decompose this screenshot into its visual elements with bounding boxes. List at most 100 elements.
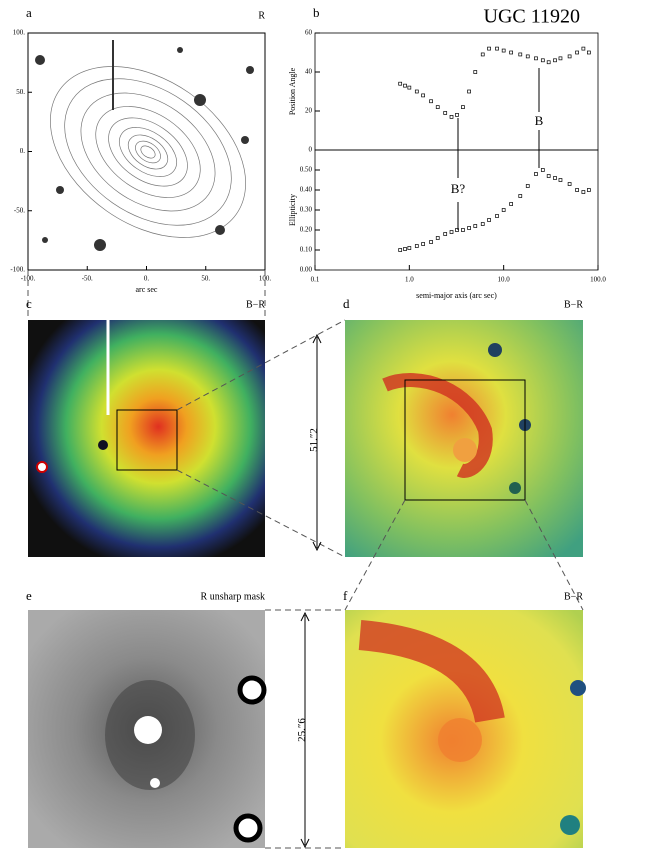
data-point xyxy=(509,50,513,55)
data-point xyxy=(407,85,412,90)
data-point xyxy=(449,230,454,234)
data-point xyxy=(487,46,491,51)
y-tick-label: -50. xyxy=(14,206,25,214)
data-point xyxy=(473,224,478,228)
x-tick-label: 0. xyxy=(144,275,150,283)
data-point xyxy=(546,174,551,178)
data-point xyxy=(540,168,545,172)
data-point xyxy=(546,60,551,65)
x-axis-label: arc sec xyxy=(136,285,158,294)
data-point xyxy=(501,48,506,53)
y-tick-label: 0 xyxy=(309,146,313,154)
plot-frame xyxy=(314,149,599,271)
data-point xyxy=(421,242,425,246)
data-point xyxy=(443,111,448,115)
data-point xyxy=(414,89,419,94)
data-point xyxy=(553,58,557,63)
data-point xyxy=(480,222,485,226)
color-map-d xyxy=(345,320,583,557)
scale-label: 51.″2 xyxy=(308,428,320,452)
connectors xyxy=(27,270,584,849)
x-tick-label: -50. xyxy=(82,275,93,283)
data-point xyxy=(587,50,591,55)
data-point xyxy=(429,99,433,104)
data-point xyxy=(518,52,523,57)
data-point xyxy=(449,114,454,119)
data-point xyxy=(567,54,572,59)
annotation: B? xyxy=(451,181,466,196)
data-point xyxy=(429,240,433,244)
data-point xyxy=(495,46,499,51)
data-point xyxy=(473,70,478,74)
x-tick-label: 10.0 xyxy=(498,276,511,284)
x-tick-label: 1.0 xyxy=(405,276,414,284)
x-tick-label: 100. xyxy=(259,275,272,283)
data-point xyxy=(467,226,471,230)
color-map-f xyxy=(345,610,586,848)
panel-letter: c xyxy=(26,296,32,311)
data-point xyxy=(480,52,485,57)
data-point xyxy=(495,214,499,218)
y-tick-label: 0.20 xyxy=(300,226,313,234)
data-point xyxy=(581,190,586,194)
data-point xyxy=(509,202,513,206)
annotation: B xyxy=(535,113,544,128)
y-tick-label: 0. xyxy=(20,147,26,155)
band-label: B−R xyxy=(564,299,583,310)
band-label: B−R xyxy=(246,299,265,310)
contour-image xyxy=(27,32,266,271)
y-tick-label: 0.50 xyxy=(300,166,313,174)
panel-letter: a xyxy=(26,5,32,20)
y-tick-label: 20 xyxy=(305,107,313,115)
data-point xyxy=(587,188,591,192)
scale-label: 25.″6 xyxy=(296,718,308,742)
panel-letter: d xyxy=(343,296,350,311)
y-axis-label: Ellipticity xyxy=(288,194,297,226)
data-point xyxy=(435,105,440,109)
y-tick-label: 0.00 xyxy=(300,266,313,274)
data-point xyxy=(518,194,523,198)
data-point xyxy=(435,236,440,240)
data-point xyxy=(461,105,465,109)
data-point xyxy=(575,50,579,55)
data-point xyxy=(403,83,407,88)
data-point xyxy=(398,248,403,252)
y-tick-label: 60 xyxy=(305,29,313,37)
figure-title: UGC 11920 xyxy=(484,6,580,28)
y-tick-label: 50. xyxy=(16,88,25,96)
y-tick-label: 0.40 xyxy=(300,186,313,194)
band-label: R unsharp mask xyxy=(201,591,265,602)
band-label: B−R xyxy=(564,591,583,602)
data-point xyxy=(455,113,459,117)
data-point xyxy=(581,46,586,51)
x-axis-label: semi-major axis (arc sec) xyxy=(416,291,497,300)
data-point xyxy=(575,188,579,192)
data-point xyxy=(414,244,419,248)
data-point xyxy=(467,89,471,94)
y-tick-label: 40 xyxy=(305,68,313,76)
y-tick-label: 100. xyxy=(13,29,26,37)
x-tick-label: 0.1 xyxy=(311,276,320,284)
data-point xyxy=(558,178,563,182)
panel-letter: f xyxy=(343,588,348,603)
data-point xyxy=(540,58,545,63)
data-point xyxy=(534,56,538,61)
data-point xyxy=(501,208,506,212)
data-point xyxy=(525,54,530,59)
plot-frame xyxy=(314,32,599,151)
data-point xyxy=(487,218,491,222)
data-point xyxy=(558,56,563,61)
data-point xyxy=(403,247,407,251)
data-point xyxy=(567,182,572,186)
data-point xyxy=(443,232,448,236)
data-point xyxy=(407,246,412,250)
data-point xyxy=(421,93,425,98)
band-label: R xyxy=(258,10,265,21)
y-axis-label: Position Angle xyxy=(288,67,297,115)
data-point xyxy=(461,228,465,232)
y-tick-label: -100. xyxy=(10,266,25,274)
panel-letter: b xyxy=(313,5,320,20)
panel-letter: e xyxy=(26,588,32,603)
unsharp-image xyxy=(28,610,267,848)
